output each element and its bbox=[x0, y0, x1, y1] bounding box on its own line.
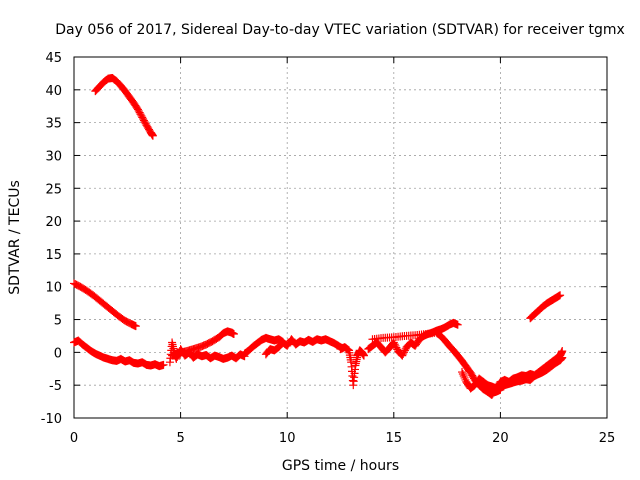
y-axis-label: SDTVAR / TECUs bbox=[7, 180, 23, 295]
axis-ticks bbox=[73, 56, 608, 419]
series-arc7 bbox=[261, 335, 347, 359]
data-point bbox=[400, 348, 409, 357]
data-point bbox=[458, 370, 467, 379]
series-arc13 bbox=[526, 291, 565, 323]
x-tick-label: 15 bbox=[386, 431, 403, 446]
series-arc5 bbox=[168, 327, 238, 360]
y-tick-label: 5 bbox=[54, 314, 62, 329]
data-point bbox=[398, 351, 407, 360]
x-tick-label: 5 bbox=[176, 431, 184, 446]
series-arc8 bbox=[336, 343, 368, 390]
y-tick-label: 45 bbox=[45, 51, 62, 66]
series-arc1 bbox=[91, 74, 157, 140]
data-point bbox=[148, 131, 157, 140]
x-tick-label: 25 bbox=[599, 431, 616, 446]
plot-frame bbox=[73, 56, 608, 419]
y-tick-label: -10 bbox=[41, 412, 62, 427]
y-tick-label: 20 bbox=[45, 215, 62, 230]
data-point bbox=[229, 329, 238, 338]
x-tick-label: 0 bbox=[70, 431, 78, 446]
data-point bbox=[359, 351, 368, 360]
y-tick-label: 15 bbox=[45, 248, 62, 263]
series-arc12 bbox=[479, 353, 567, 393]
y-tick-label: 40 bbox=[45, 84, 62, 99]
data-point bbox=[461, 375, 470, 384]
data-series bbox=[70, 74, 567, 400]
data-point bbox=[556, 291, 565, 300]
y-tick-label: 0 bbox=[54, 346, 62, 361]
y-tick-label: 30 bbox=[45, 149, 62, 164]
data-point bbox=[458, 368, 467, 377]
data-point bbox=[459, 371, 468, 380]
data-point bbox=[460, 373, 469, 382]
data-point bbox=[453, 320, 462, 329]
data-point bbox=[392, 343, 401, 352]
data-point bbox=[391, 341, 400, 350]
data-point bbox=[131, 322, 140, 331]
data-point bbox=[399, 349, 408, 358]
chart-title: Day 056 of 2017, Sidereal Day-to-day VTE… bbox=[55, 22, 625, 38]
series-arc3 bbox=[70, 336, 168, 371]
data-point bbox=[400, 346, 409, 355]
data-point bbox=[159, 360, 168, 369]
data-point bbox=[558, 353, 567, 362]
y-tick-label: 35 bbox=[45, 117, 62, 132]
y-tick-label: 10 bbox=[45, 281, 62, 296]
x-tick-label: 20 bbox=[492, 431, 509, 446]
series-arc2 bbox=[70, 279, 140, 331]
tick-labels: 0 5 10 15 20 25 -10 -5 0 5 10 15 20 25 30 35 40 45 bbox=[41, 51, 616, 446]
y-tick-label: -5 bbox=[49, 379, 62, 394]
y-tick-label: 25 bbox=[45, 182, 62, 197]
x-tick-label: 10 bbox=[279, 431, 296, 446]
data-point bbox=[390, 340, 399, 349]
x-axis-label: GPS time / hours bbox=[282, 458, 399, 474]
